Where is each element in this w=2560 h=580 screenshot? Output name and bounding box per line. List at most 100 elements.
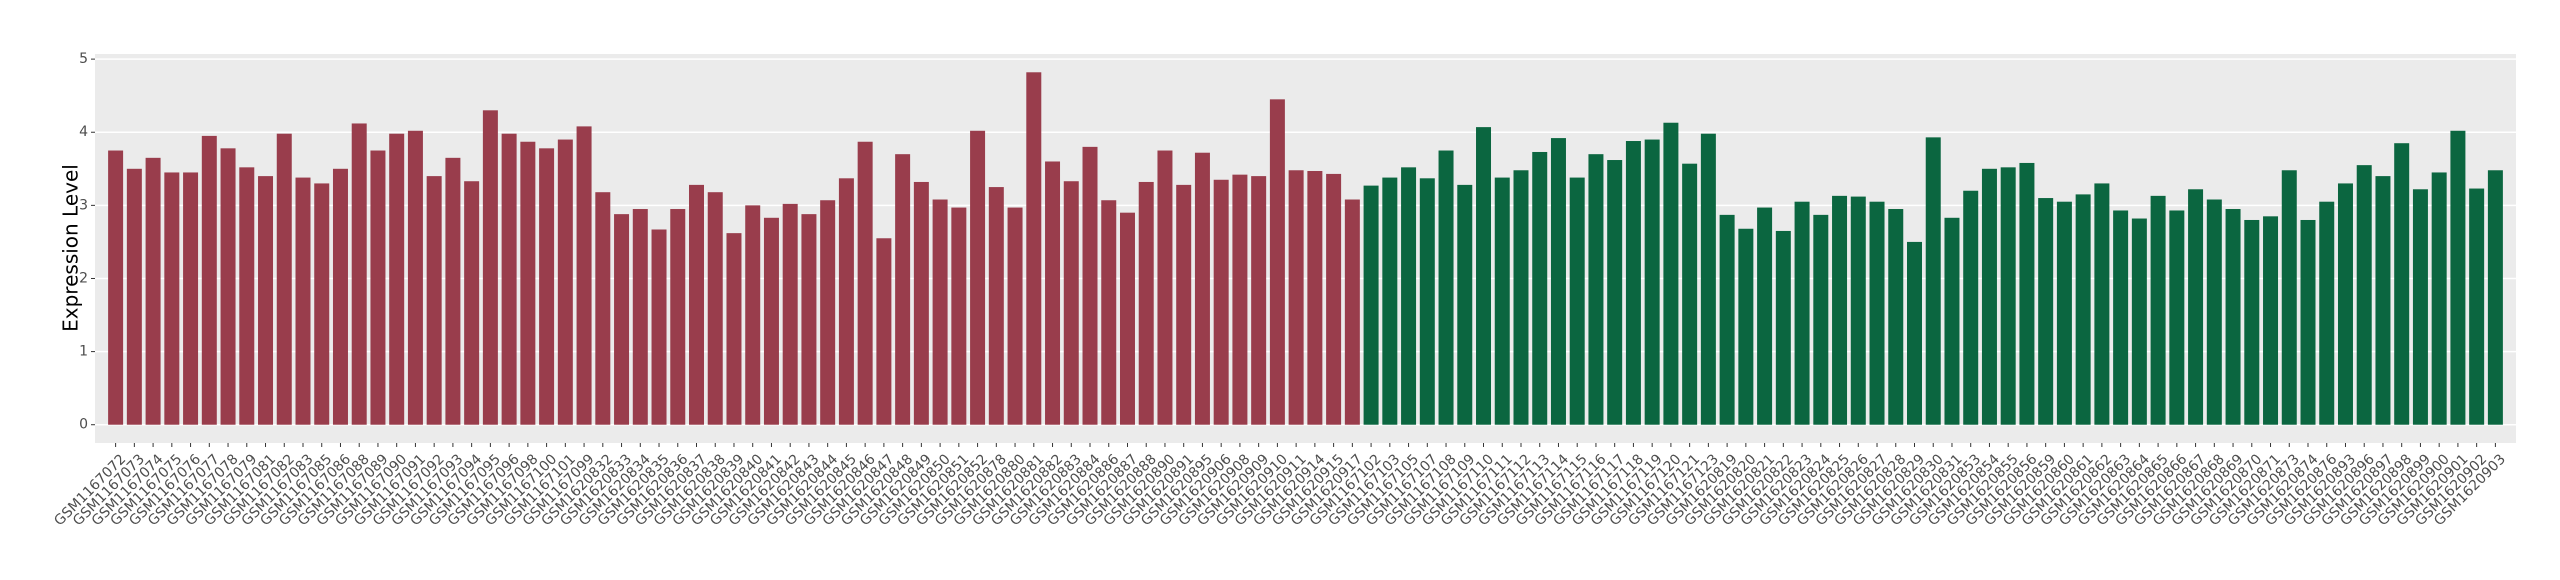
bar bbox=[426, 176, 442, 425]
bar bbox=[1157, 150, 1173, 425]
bar bbox=[1419, 178, 1435, 425]
bar bbox=[1813, 214, 1829, 425]
bar bbox=[183, 172, 199, 425]
bar bbox=[145, 157, 161, 425]
bar bbox=[2300, 219, 2316, 425]
bar bbox=[1138, 181, 1154, 425]
bar bbox=[913, 181, 929, 425]
bar bbox=[1382, 177, 1398, 425]
bar bbox=[520, 141, 536, 425]
bar bbox=[332, 168, 348, 425]
bar bbox=[763, 217, 779, 425]
bar bbox=[370, 150, 386, 425]
bar bbox=[1588, 154, 1604, 425]
bar bbox=[2487, 170, 2503, 425]
bar bbox=[407, 130, 423, 425]
bar bbox=[557, 139, 573, 425]
bar bbox=[988, 187, 1004, 425]
bar bbox=[707, 192, 723, 425]
bar bbox=[876, 238, 892, 425]
bar bbox=[1663, 122, 1679, 425]
bar bbox=[1513, 170, 1529, 425]
bar bbox=[951, 207, 967, 425]
bar bbox=[501, 133, 517, 425]
bar bbox=[820, 200, 836, 425]
bar bbox=[782, 203, 798, 425]
bar bbox=[1775, 230, 1791, 425]
bar bbox=[164, 172, 180, 425]
bar bbox=[1045, 161, 1061, 425]
bar bbox=[2469, 188, 2485, 425]
bar bbox=[1925, 137, 1941, 425]
bar bbox=[2075, 194, 2091, 425]
bar bbox=[1401, 167, 1417, 425]
y-tick-label: 0 bbox=[79, 417, 88, 433]
bar bbox=[1007, 207, 1023, 425]
bar bbox=[801, 214, 817, 425]
bar bbox=[108, 150, 124, 425]
bar bbox=[1682, 163, 1698, 425]
bar bbox=[1757, 207, 1773, 425]
bar bbox=[2113, 210, 2129, 425]
bar bbox=[1981, 168, 1997, 425]
bar bbox=[745, 205, 761, 425]
bar bbox=[670, 209, 686, 425]
bar bbox=[1232, 174, 1248, 425]
panel bbox=[95, 54, 2516, 443]
bar bbox=[2056, 201, 2072, 425]
bar bbox=[201, 135, 217, 425]
bar bbox=[1888, 209, 1904, 425]
bar bbox=[2263, 216, 2279, 425]
y-tick-label: 3 bbox=[79, 197, 88, 213]
bar bbox=[2000, 167, 2016, 425]
bar bbox=[2094, 183, 2110, 425]
bar bbox=[2394, 143, 2410, 425]
bar bbox=[2150, 195, 2166, 425]
bar bbox=[2431, 172, 2447, 425]
bar bbox=[276, 133, 292, 425]
bar bbox=[2131, 218, 2147, 425]
y-axis-label: Expression Level bbox=[59, 164, 83, 332]
bar bbox=[539, 148, 555, 425]
bar bbox=[1307, 170, 1323, 425]
bar bbox=[1532, 151, 1548, 425]
bar bbox=[1550, 138, 1566, 425]
bar bbox=[726, 233, 742, 425]
bar bbox=[2337, 183, 2353, 425]
bar bbox=[1476, 127, 1492, 425]
bar bbox=[2188, 189, 2204, 425]
bar bbox=[614, 214, 630, 425]
bar bbox=[2244, 219, 2260, 425]
bar bbox=[1569, 177, 1585, 425]
bar bbox=[857, 141, 873, 425]
bar bbox=[2319, 201, 2335, 425]
bar bbox=[126, 168, 142, 425]
bar bbox=[895, 154, 911, 425]
bar bbox=[1869, 201, 1885, 425]
y-tick-label: 5 bbox=[79, 51, 88, 67]
bar bbox=[595, 192, 611, 425]
bar bbox=[1832, 195, 1848, 425]
bar bbox=[2450, 130, 2466, 425]
bar bbox=[2019, 162, 2035, 425]
bar bbox=[2375, 176, 2391, 425]
bar bbox=[220, 148, 236, 425]
bar bbox=[1850, 196, 1866, 425]
bar bbox=[1269, 99, 1285, 425]
bar bbox=[1944, 217, 1960, 425]
bar bbox=[351, 123, 367, 425]
bar bbox=[1907, 241, 1922, 425]
bar bbox=[1026, 72, 1042, 425]
bar bbox=[482, 110, 498, 425]
bar bbox=[2412, 189, 2428, 425]
bar bbox=[2038, 198, 2054, 425]
bar bbox=[1963, 190, 1979, 425]
bar bbox=[1494, 177, 1510, 425]
bar bbox=[314, 183, 330, 425]
y-tick-label: 1 bbox=[79, 344, 88, 360]
bar bbox=[1194, 152, 1210, 425]
bar bbox=[1738, 228, 1754, 425]
bar bbox=[2225, 209, 2241, 425]
bar bbox=[295, 177, 311, 425]
